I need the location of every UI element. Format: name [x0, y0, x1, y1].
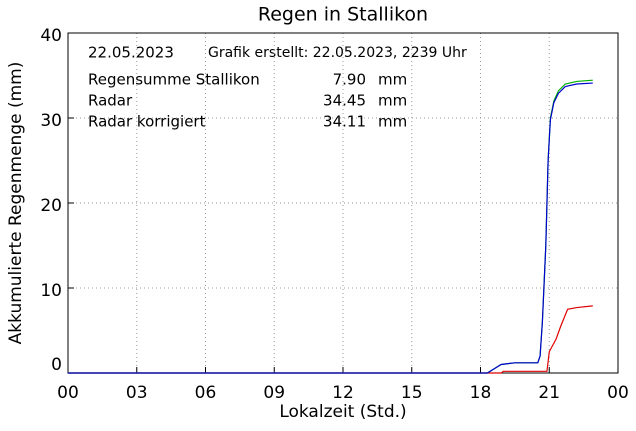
x-tick-label: 21 — [538, 383, 560, 403]
x-tick-label: 15 — [401, 383, 423, 403]
y-tick-label: 20 — [40, 196, 62, 216]
y-tick-label: 40 — [40, 26, 62, 46]
series-line — [68, 305, 593, 374]
x-tick-label: 12 — [332, 383, 354, 403]
legend-unit: mm — [378, 71, 407, 89]
created-note: Grafik erstellt: 22.05.2023, 2239 Uhr — [208, 45, 467, 61]
chart-title: Regen in Stallikon — [258, 4, 428, 26]
y-tick-label: 10 — [40, 281, 62, 301]
legend-total: 34.11 — [323, 113, 366, 131]
y-tick-label: 30 — [40, 111, 62, 131]
legend-total: 7.90 — [333, 71, 366, 89]
x-tick-label: 18 — [470, 383, 492, 403]
y-axis-label: Akkumulierte Regenmenge (mm) — [6, 62, 26, 345]
series-line — [68, 82, 593, 374]
legend-unit: mm — [378, 113, 407, 131]
date: 22.05.2023 — [88, 44, 174, 62]
x-tick-label: 00 — [57, 383, 79, 403]
x-tick-label: 06 — [195, 383, 217, 403]
y-tick-label: 0 — [51, 355, 62, 375]
legend-unit: mm — [378, 92, 407, 110]
x-axis-label: Lokalzeit (Std.) — [279, 402, 406, 422]
legend-label: Radar — [88, 92, 133, 110]
x-tick-label: 03 — [126, 383, 148, 403]
legend-total: 34.45 — [323, 92, 366, 110]
x-tick-label: 00 — [607, 383, 629, 403]
legend-label: Radar korrigiert — [88, 113, 206, 131]
x-tick-label: 09 — [263, 383, 285, 403]
legend-label: Regensumme Stallikon — [88, 71, 260, 89]
